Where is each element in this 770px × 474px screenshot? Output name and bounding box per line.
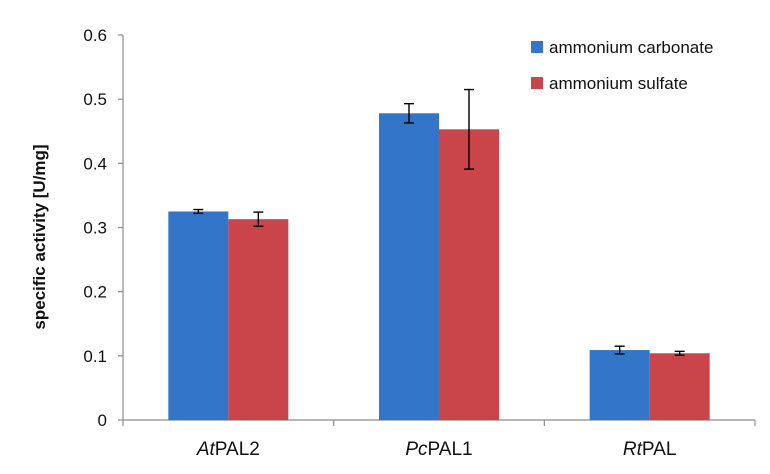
y-tick-label: 0.1 — [83, 347, 107, 366]
bars — [168, 113, 710, 421]
legend-label: ammonium sulfate — [549, 74, 688, 93]
x-tick-label: AtPAL2 — [196, 439, 260, 460]
legend-swatch — [531, 77, 543, 89]
y-tick-label: 0 — [98, 411, 107, 430]
legend: ammonium carbonate ammonium sulfate — [531, 38, 713, 93]
y-axis: 0 0.1 0.2 0.3 0.4 0.5 0.6 — [83, 26, 124, 430]
y-tick-label: 0.3 — [83, 219, 107, 238]
bar — [649, 353, 710, 420]
y-tick-label: 0.5 — [83, 90, 107, 109]
y-tick-label: 0.6 — [83, 26, 107, 45]
legend-swatch — [531, 41, 543, 53]
bar — [379, 113, 439, 421]
category-labels: AtPAL2 PcPAL1 RtPAL — [196, 439, 677, 460]
bar — [589, 350, 650, 420]
x-axis — [122, 419, 756, 426]
y-axis-label: specific activity [U/mg] — [30, 144, 49, 329]
bar — [168, 211, 229, 420]
x-tick-label: RtPAL — [623, 439, 677, 460]
y-tick-label: 0.2 — [83, 283, 107, 302]
bar — [439, 129, 499, 420]
bar — [228, 219, 289, 420]
x-tick-label: PcPAL1 — [405, 439, 472, 460]
y-tick-label: 0.4 — [83, 154, 107, 173]
error-bars — [193, 88, 685, 356]
legend-label: ammonium carbonate — [549, 38, 713, 57]
